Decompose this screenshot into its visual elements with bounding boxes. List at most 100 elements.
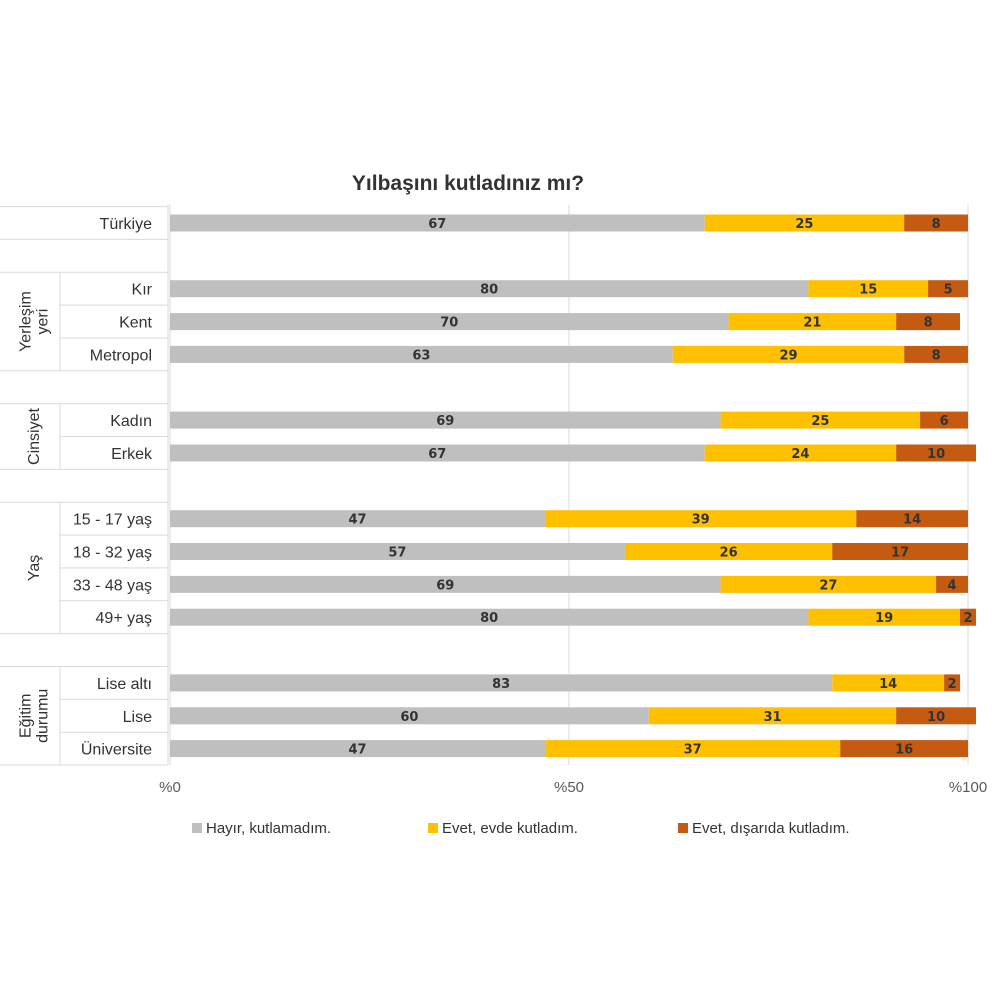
- data-label: 8: [924, 316, 933, 331]
- bar-segment: [170, 740, 546, 758]
- data-label: 16: [895, 743, 913, 758]
- bar-segment: [170, 608, 809, 626]
- bar-segment: [672, 345, 905, 363]
- bar-segment: [840, 740, 968, 758]
- bar-segment: [648, 707, 897, 725]
- legend-item: Hayır, kutlamadım.: [192, 820, 331, 837]
- data-label: 17: [891, 546, 909, 561]
- bar-row: 47 39 14: [170, 510, 968, 528]
- legend: Hayır, kutlamadım. Evet, evde kutladım. Ev…: [192, 820, 850, 837]
- x-tick-label: %100: [949, 779, 987, 796]
- bar-row: 69 27 4: [170, 575, 968, 593]
- data-label: 60: [400, 710, 418, 725]
- bar-segment: [545, 510, 857, 528]
- data-label: 21: [803, 316, 821, 331]
- bar-row: 57 26 17: [170, 543, 968, 561]
- bar-segment: [960, 608, 976, 626]
- bar-row: 47 37 16: [170, 740, 968, 758]
- data-label: 37: [684, 743, 702, 758]
- data-label: 25: [811, 414, 829, 429]
- gridlines: [169, 204, 969, 766]
- category-label: 33 - 48 yaş: [73, 577, 152, 594]
- group-label: Yerleşimyeri: [18, 291, 52, 352]
- data-label: 8: [932, 217, 941, 232]
- bar-row: 60 31 10: [170, 707, 976, 725]
- data-label: 14: [879, 677, 897, 692]
- category-label: Kent: [119, 315, 152, 332]
- data-label: 67: [428, 447, 446, 462]
- legend-swatch: [192, 823, 202, 833]
- bar-segment: [170, 313, 729, 331]
- bar-row: 67 24 10: [170, 444, 976, 462]
- x-tick-label: %0: [159, 779, 181, 796]
- bar-segment: [920, 411, 968, 429]
- category-label: Lise: [123, 709, 152, 726]
- bar-segment: [896, 444, 976, 462]
- bar-segment: [936, 575, 968, 593]
- bar-segment: [170, 411, 721, 429]
- data-label: 2: [963, 611, 972, 626]
- data-label: 10: [927, 447, 945, 462]
- data-label: 29: [779, 348, 797, 363]
- bar-segment: [170, 674, 833, 692]
- bar-segment: [720, 575, 937, 593]
- data-label: 2: [947, 677, 956, 692]
- bar-segment: [170, 345, 673, 363]
- data-label: 39: [692, 513, 710, 528]
- category-label: Kadın: [110, 413, 152, 430]
- data-label: 57: [388, 546, 406, 561]
- data-label: 5: [944, 283, 953, 298]
- bar-segment: [808, 608, 960, 626]
- bar-segment: [170, 444, 705, 462]
- bar-segment: [808, 280, 929, 298]
- legend-item: Evet, dışarıda kutladım.: [678, 820, 850, 837]
- category-label: Üniversite: [81, 741, 152, 759]
- bar-segment: [896, 313, 960, 331]
- bar-segment: [856, 510, 968, 528]
- bar-segment: [170, 214, 705, 232]
- data-label: 70: [440, 316, 458, 331]
- bar-segment: [170, 575, 721, 593]
- category-label: Erkek: [111, 446, 153, 463]
- data-label: 26: [720, 546, 738, 561]
- data-label: 27: [819, 578, 837, 593]
- legend-label: Evet, evde kutladım.: [442, 820, 578, 837]
- bar-row: 63 29 8: [170, 345, 968, 363]
- bar-row: 70 21 8: [170, 313, 960, 331]
- data-label: 83: [492, 677, 510, 692]
- bar-segment: [896, 707, 976, 725]
- data-label: 69: [436, 578, 454, 593]
- data-label: 63: [412, 348, 430, 363]
- data-label: 80: [480, 611, 498, 626]
- bar-segment: [170, 510, 546, 528]
- data-label: 47: [348, 513, 366, 528]
- bar-segment: [944, 674, 961, 692]
- data-label: 47: [348, 743, 366, 758]
- category-label: 15 - 17 yaş: [73, 512, 152, 529]
- data-label: 69: [436, 414, 454, 429]
- data-label: 15: [859, 283, 877, 298]
- bar-segment: [928, 280, 968, 298]
- data-label: 19: [875, 611, 893, 626]
- bar-row: 80 15 5: [170, 280, 968, 298]
- x-tick-label: %50: [554, 779, 584, 796]
- bar-segment: [904, 214, 968, 232]
- bar-segment: [832, 543, 968, 560]
- bar-row: 80 19 2: [170, 608, 976, 626]
- bar-segment: [904, 345, 968, 363]
- legend-item: Evet, evde kutladım.: [428, 820, 578, 837]
- category-frame: [0, 204, 169, 766]
- bar-segment: [728, 313, 897, 331]
- bar-segment: [170, 280, 809, 298]
- legend-swatch: [678, 823, 688, 833]
- bar-segment: [720, 411, 921, 429]
- bar-segment: [624, 543, 833, 560]
- category-label: Kır: [132, 282, 153, 299]
- chart-title: Yılbaşını kutladınız mı?: [352, 172, 584, 195]
- data-label: 31: [763, 710, 781, 725]
- group-label: Cinsiyet: [26, 407, 43, 464]
- bar-segment: [704, 214, 905, 232]
- data-label: 80: [480, 283, 498, 298]
- bar-segment: [545, 740, 841, 758]
